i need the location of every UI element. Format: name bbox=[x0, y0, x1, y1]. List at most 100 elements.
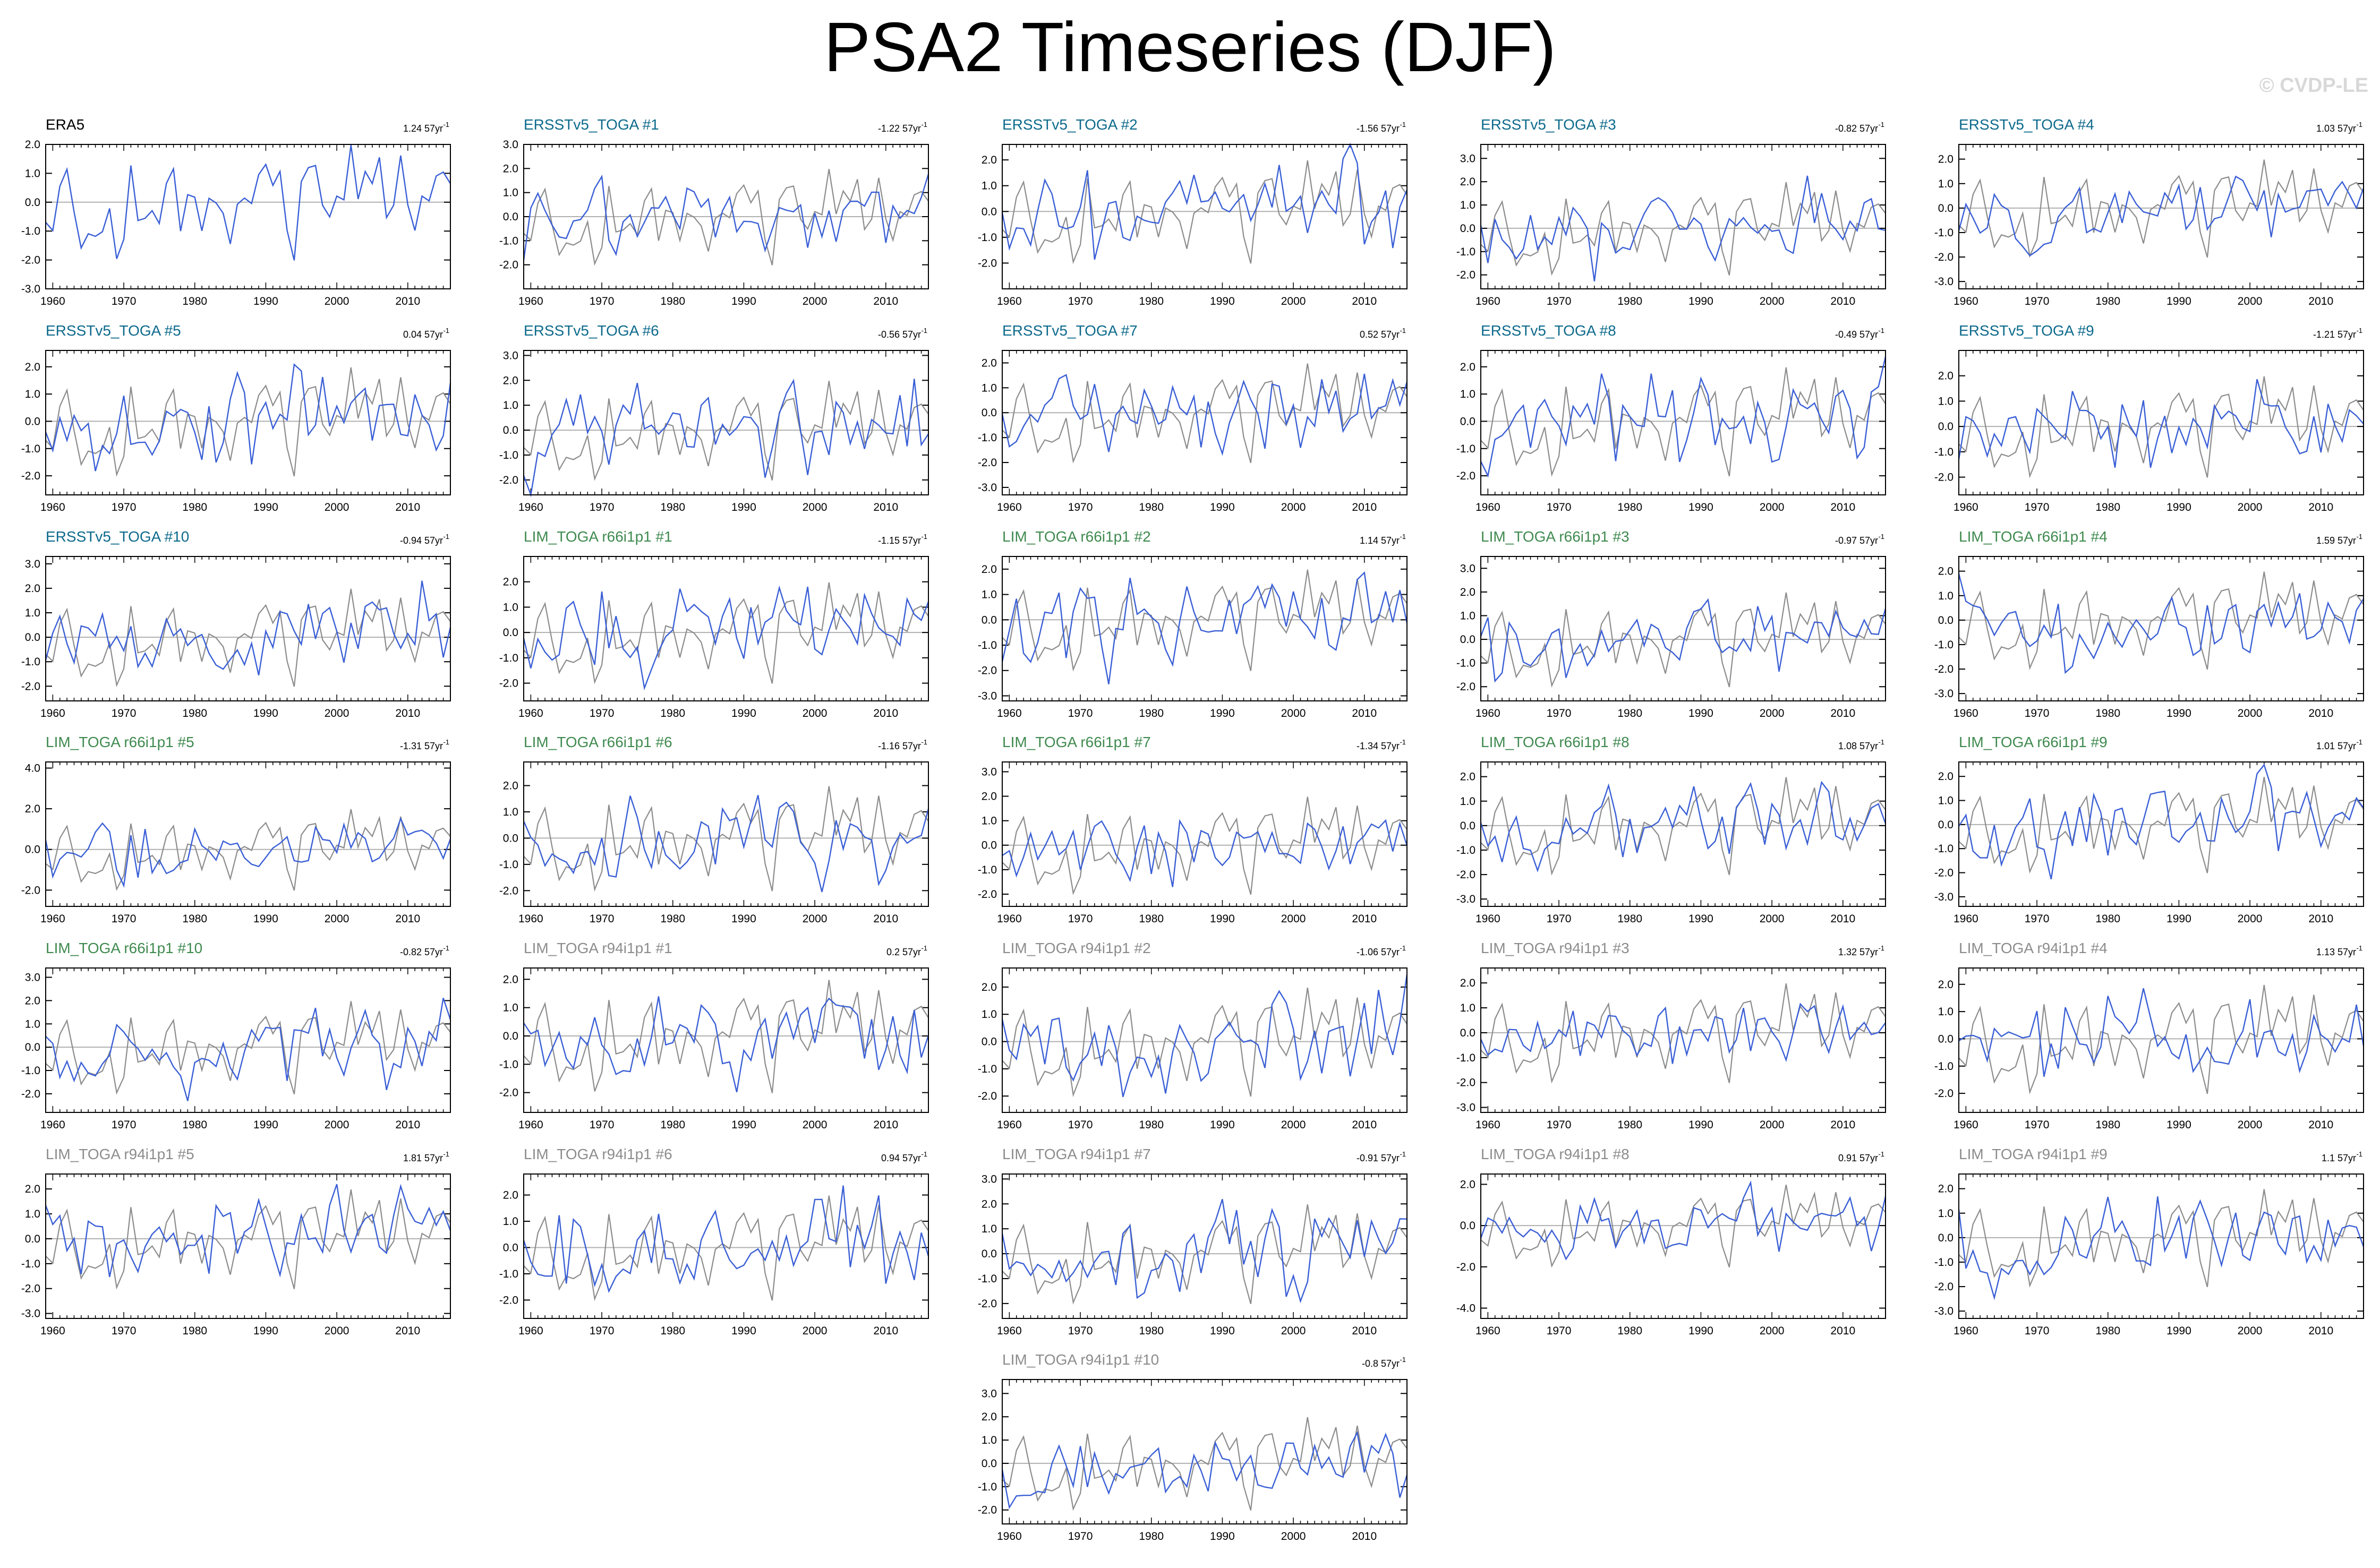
x-tick-label: 2000 bbox=[1281, 1325, 1306, 1337]
x-tick-label: 1990 bbox=[253, 501, 278, 513]
y-tick-label: 2.0 bbox=[503, 374, 518, 387]
x-tick-label: 2010 bbox=[2308, 1119, 2333, 1131]
panel-12: LIM_TOGA r66i1p1 #1 -1.15 57yr -1 2.0 1.0 0.0… bbox=[499, 528, 929, 719]
panel-29: LIM_TOGA r94i1p1 #8 0.91 57yr -1 2.0 0.0 -2.0… bbox=[1456, 1146, 1887, 1337]
trend-unit-power: -1 bbox=[1400, 944, 1406, 952]
plot-frame bbox=[1958, 350, 2364, 495]
x-tick-label: 2000 bbox=[1760, 295, 1785, 307]
y-tick-label: -1.0 bbox=[1934, 1060, 1954, 1073]
y-tick-label: 0.0 bbox=[1938, 1232, 1954, 1244]
panel-11: ERSSTv5_TOGA #10 -0.94 57yr -1 3.0 2.0 1.0 0.0… bbox=[21, 528, 451, 719]
x-tick-label: 1980 bbox=[1139, 501, 1164, 513]
x-tick-label: 1990 bbox=[731, 1325, 756, 1337]
panel-title: LIM_TOGA r94i1p1 #4 bbox=[1959, 940, 2108, 956]
y-tick-label: -3.0 bbox=[1934, 688, 1954, 700]
member-series-line bbox=[1001, 1199, 1407, 1304]
y-tick-label: -1.0 bbox=[1934, 227, 1954, 239]
trend-unit-power: -1 bbox=[921, 121, 927, 128]
y-tick-label: 0.0 bbox=[503, 424, 518, 436]
x-tick-label: 1960 bbox=[1954, 913, 1978, 925]
y-tick-label: 2.0 bbox=[503, 973, 518, 986]
trend-label: 0.04 57yr bbox=[403, 329, 443, 340]
member-series-line bbox=[45, 998, 451, 1101]
member-series-line bbox=[1001, 571, 1408, 684]
plot-frame bbox=[1002, 1379, 1407, 1524]
x-tick-label: 1990 bbox=[1688, 295, 1713, 307]
observed-series-line bbox=[1480, 367, 1886, 477]
member-series-line bbox=[45, 145, 451, 261]
x-tick-label: 1960 bbox=[1954, 1119, 1978, 1131]
member-series-line bbox=[1480, 1003, 1886, 1064]
y-tick-label: 2.0 bbox=[25, 803, 40, 815]
y-tick-label: 3.0 bbox=[982, 1387, 997, 1400]
y-tick-label: 1.0 bbox=[982, 589, 997, 601]
y-tick-label: 0.0 bbox=[25, 1041, 40, 1053]
member-series-line bbox=[1480, 175, 1886, 282]
x-tick-label: 1990 bbox=[2166, 1119, 2191, 1131]
trend-unit-power: -1 bbox=[1400, 738, 1406, 746]
panel-title: LIM_TOGA r94i1p1 #10 bbox=[1002, 1351, 1159, 1368]
x-tick-label: 1960 bbox=[40, 1325, 65, 1337]
x-tick-label: 2000 bbox=[325, 1119, 349, 1131]
y-tick-label: 3.0 bbox=[25, 972, 40, 984]
x-tick-label: 2010 bbox=[395, 501, 420, 513]
member-series-line bbox=[523, 795, 929, 893]
y-tick-label: -3.0 bbox=[978, 690, 997, 702]
member-series-line bbox=[1480, 1180, 1887, 1261]
trend-unit-power: -1 bbox=[2356, 944, 2362, 952]
y-tick-label: -1.0 bbox=[978, 432, 997, 444]
y-tick-label: 0.0 bbox=[1460, 820, 1475, 832]
y-tick-label: 1.0 bbox=[503, 187, 518, 199]
trend-unit-power: -1 bbox=[2356, 533, 2362, 541]
y-tick-label: -2.0 bbox=[1456, 1077, 1475, 1089]
x-tick-label: 2010 bbox=[1830, 1325, 1855, 1337]
x-tick-label: 1980 bbox=[1617, 707, 1642, 719]
panel-title: LIM_TOGA r94i1p1 #3 bbox=[1481, 940, 1630, 956]
x-tick-label: 1970 bbox=[590, 1119, 615, 1131]
x-tick-label: 1980 bbox=[182, 1119, 207, 1131]
trend-label: -1.16 57yr bbox=[878, 741, 921, 751]
y-tick-label: -3.0 bbox=[1456, 893, 1475, 905]
x-tick-label: 2010 bbox=[1830, 501, 1855, 513]
x-tick-label: 2000 bbox=[325, 1325, 349, 1337]
y-tick-label: -2.0 bbox=[21, 1088, 40, 1100]
x-tick-label: 1970 bbox=[1547, 1325, 1572, 1337]
x-tick-label: 1980 bbox=[2095, 1119, 2120, 1131]
x-tick-label: 1960 bbox=[997, 913, 1022, 925]
x-tick-label: 1980 bbox=[2095, 707, 2120, 719]
x-tick-label: 1960 bbox=[518, 501, 543, 513]
x-tick-label: 1960 bbox=[1954, 707, 1978, 719]
y-tick-label: -2.0 bbox=[499, 474, 518, 486]
trend-unit-power: -1 bbox=[1400, 1150, 1406, 1158]
y-tick-label: 3.0 bbox=[982, 766, 997, 778]
panel-13: LIM_TOGA r66i1p1 #2 1.14 57yr -1 2.0 1.0 0.0 -… bbox=[978, 528, 1408, 719]
y-tick-label: -1.0 bbox=[21, 1258, 40, 1270]
trend-label: 0.91 57yr bbox=[1838, 1153, 1878, 1163]
panel-3: ERSSTv5_TOGA #2 -1.56 57yr -1 2.0 1.0 0.0 -1.0… bbox=[978, 116, 1408, 307]
y-tick-label: 0.0 bbox=[503, 1241, 518, 1254]
trend-unit-power: -1 bbox=[1878, 738, 1884, 746]
x-tick-label: 1960 bbox=[1475, 295, 1500, 307]
trend-unit-power: -1 bbox=[921, 327, 927, 335]
y-tick-label: 0.0 bbox=[25, 1233, 40, 1245]
x-tick-label: 1960 bbox=[1954, 295, 1978, 307]
y-tick-label: 0.0 bbox=[982, 205, 997, 218]
y-tick-label: 1.0 bbox=[25, 1208, 40, 1220]
trend-unit-power: -1 bbox=[1878, 1150, 1884, 1158]
x-tick-label: 2000 bbox=[803, 295, 828, 307]
x-tick-label: 2000 bbox=[2238, 707, 2263, 719]
member-series-line bbox=[1958, 1196, 2365, 1300]
x-tick-label: 1990 bbox=[253, 1119, 278, 1131]
x-tick-label: 1980 bbox=[182, 501, 207, 513]
x-tick-label: 1980 bbox=[182, 295, 207, 307]
plot-frame bbox=[45, 761, 451, 907]
x-tick-label: 1960 bbox=[1475, 501, 1500, 513]
trend-label: -1.31 57yr bbox=[400, 741, 443, 751]
x-tick-label: 1980 bbox=[1139, 1530, 1164, 1543]
y-tick-label: 2.0 bbox=[1460, 361, 1475, 373]
y-tick-label: -1.0 bbox=[21, 1065, 40, 1077]
x-tick-label: 2010 bbox=[1352, 1325, 1377, 1337]
member-series-line bbox=[45, 363, 451, 472]
x-tick-label: 2000 bbox=[1760, 707, 1785, 719]
x-tick-label: 1960 bbox=[1954, 501, 1978, 513]
